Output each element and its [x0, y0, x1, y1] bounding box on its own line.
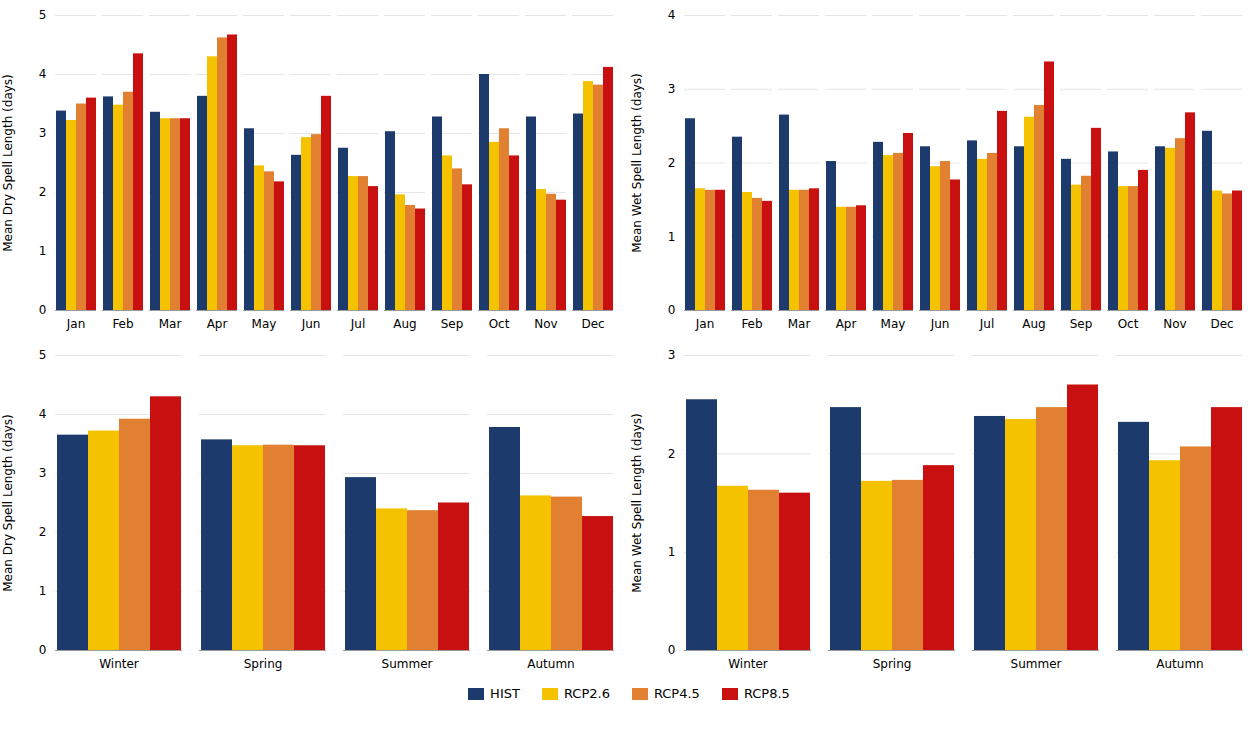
svg-text:2: 2 [668, 447, 676, 461]
html-text:RCP8.5: RCP8.5 [743, 686, 790, 701]
svg-text:2: 2 [39, 525, 47, 539]
svg-text:3: 3 [39, 126, 47, 140]
svg-text:Mar: Mar [788, 317, 811, 331]
svg-text:Mean Wet Spell Length (days): Mean Wet Spell Length (days) [630, 73, 644, 253]
svg-text:Dec: Dec [581, 317, 604, 331]
svg-text:Jun: Jun [930, 317, 950, 331]
svg-text:Jan: Jan [695, 317, 715, 331]
svg-text:Winter: Winter [728, 657, 768, 671]
html-text:RCP4.5: RCP4.5 [653, 686, 700, 701]
svg-text:4: 4 [668, 8, 676, 22]
svg-text:1: 1 [39, 584, 47, 598]
svg-text:Mean Wet Spell Length (days): Mean Wet Spell Length (days) [630, 413, 644, 593]
svg-text:Sep: Sep [1070, 317, 1093, 331]
svg-text:May: May [252, 317, 277, 331]
svg-text:Jul: Jul [979, 317, 994, 331]
svg-text:Autumn: Autumn [1156, 657, 1203, 671]
svg-text:1: 1 [39, 244, 47, 258]
svg-text:Mean Dry Spell Length (days): Mean Dry Spell Length (days) [1, 414, 15, 592]
svg-text:Oct: Oct [489, 317, 510, 331]
svg-text:4: 4 [39, 67, 47, 81]
svg-text:Aug: Aug [1022, 317, 1045, 331]
svg-text:1: 1 [668, 545, 676, 559]
svg-text:Feb: Feb [112, 317, 133, 331]
svg-text:0: 0 [668, 643, 676, 657]
html-text:HIST: HIST [490, 686, 520, 701]
svg-text:Feb: Feb [741, 317, 762, 331]
svg-text:Oct: Oct [1118, 317, 1139, 331]
svg-text:Jun: Jun [301, 317, 321, 331]
svg-text:Dec: Dec [1210, 317, 1233, 331]
svg-text:Jul: Jul [350, 317, 365, 331]
svg-text:Apr: Apr [207, 317, 228, 331]
svg-text:Jan: Jan [66, 317, 86, 331]
svg-text:5: 5 [39, 348, 47, 362]
svg-text:1: 1 [668, 230, 676, 244]
svg-text:3: 3 [39, 466, 47, 480]
svg-text:2: 2 [39, 185, 47, 199]
svg-text:Spring: Spring [873, 657, 912, 671]
svg-text:Spring: Spring [244, 657, 283, 671]
svg-text:Autumn: Autumn [527, 657, 574, 671]
svg-text:4: 4 [39, 407, 47, 421]
svg-text:0: 0 [39, 643, 47, 657]
svg-text:Winter: Winter [99, 657, 139, 671]
svg-text:Mar: Mar [159, 317, 182, 331]
svg-text:Sep: Sep [441, 317, 464, 331]
svg-text:Summer: Summer [382, 657, 433, 671]
svg-text:0: 0 [39, 303, 47, 317]
svg-text:3: 3 [668, 348, 676, 362]
html-text:RCP2.6: RCP2.6 [563, 686, 610, 701]
svg-text:2: 2 [668, 156, 676, 170]
svg-text:0: 0 [668, 303, 676, 317]
svg-text:Nov: Nov [1163, 317, 1186, 331]
svg-text:Summer: Summer [1011, 657, 1062, 671]
svg-text:Aug: Aug [393, 317, 416, 331]
svg-text:Apr: Apr [836, 317, 857, 331]
svg-text:Nov: Nov [534, 317, 557, 331]
svg-text:3: 3 [668, 82, 676, 96]
svg-text:5: 5 [39, 8, 47, 22]
svg-text:Mean Dry Spell Length (days): Mean Dry Spell Length (days) [1, 74, 15, 252]
svg-text:May: May [881, 317, 906, 331]
